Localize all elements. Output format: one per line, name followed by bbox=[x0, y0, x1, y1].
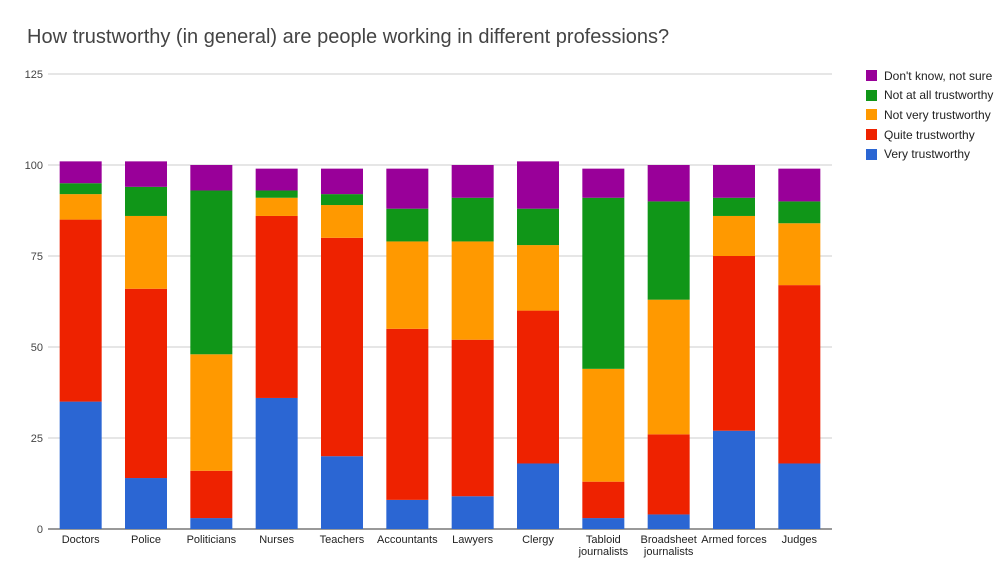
bar-segment bbox=[451, 165, 494, 198]
bar-segment bbox=[255, 168, 298, 191]
y-tick-label: 75 bbox=[31, 251, 43, 263]
bar-segment bbox=[517, 463, 559, 529]
category-label: Judges bbox=[782, 534, 818, 546]
legend-label: Not very trustworthy bbox=[884, 107, 991, 122]
category-label: Armed forces bbox=[701, 534, 767, 546]
bar-segment bbox=[778, 285, 821, 464]
bar-segment bbox=[582, 368, 625, 482]
category-label: Accountants bbox=[377, 534, 438, 546]
bar-segment bbox=[190, 354, 233, 471]
bar-segment bbox=[190, 470, 233, 519]
bar-segment bbox=[255, 197, 298, 216]
bar-segment bbox=[451, 496, 494, 529]
bar-segment bbox=[778, 463, 821, 529]
legend-item: Not at all trustworthy bbox=[866, 86, 993, 106]
bar-segment bbox=[647, 299, 690, 435]
bar-segment bbox=[321, 237, 363, 457]
bar-segment bbox=[582, 481, 625, 519]
bar-segment bbox=[386, 328, 429, 500]
bar-segment bbox=[255, 397, 298, 529]
bar-segment bbox=[190, 190, 233, 355]
bar-segment bbox=[321, 456, 363, 529]
bar-segment bbox=[451, 197, 494, 242]
legend-item: Not very trustworthy bbox=[866, 105, 993, 125]
legend-swatch bbox=[866, 89, 877, 101]
y-tick-label: 50 bbox=[31, 342, 43, 354]
legend-item: Quite trustworthy bbox=[866, 125, 993, 145]
bar-segment bbox=[386, 499, 429, 529]
bar-segment bbox=[778, 168, 821, 202]
category-label: Doctors bbox=[62, 534, 100, 546]
bar-segment bbox=[647, 434, 690, 515]
bar-segment bbox=[451, 339, 494, 497]
bar-segment bbox=[517, 208, 559, 246]
bar-segment bbox=[125, 186, 167, 216]
legend-label: Very trustworthy bbox=[884, 147, 971, 162]
y-tick-label: 0 bbox=[37, 524, 43, 536]
category-label: Politicians bbox=[187, 534, 237, 546]
bar-segment bbox=[321, 194, 363, 206]
bar-segment bbox=[321, 205, 363, 238]
bar-segment bbox=[386, 241, 429, 329]
bar-segment bbox=[386, 168, 429, 209]
bar-segment bbox=[255, 215, 298, 398]
category-label: Police bbox=[131, 534, 161, 546]
bar-segment bbox=[713, 215, 755, 256]
y-tick-label: 25 bbox=[31, 433, 43, 445]
bar-segment bbox=[59, 194, 102, 220]
bar-segment bbox=[517, 161, 559, 209]
chart-title: How trustworthy (in general) are people … bbox=[27, 26, 670, 48]
category-label: Clergy bbox=[522, 534, 554, 546]
bar-segment bbox=[582, 518, 625, 529]
bar-segment bbox=[386, 208, 429, 242]
legend-swatch bbox=[866, 129, 877, 141]
bar-segment bbox=[125, 215, 167, 289]
legend-swatch bbox=[866, 109, 877, 121]
bar-segment bbox=[255, 190, 298, 198]
bar-segment bbox=[517, 245, 559, 311]
bar-segment bbox=[647, 165, 690, 202]
bar-segment bbox=[647, 514, 690, 529]
bar-segment bbox=[778, 223, 821, 286]
bar-segment bbox=[59, 183, 102, 195]
legend-item: Don't know, not sure bbox=[866, 66, 993, 86]
category-label: Broadsheet journalists bbox=[641, 534, 697, 558]
bar-segment bbox=[713, 256, 755, 431]
category-label: Tabloid journalists bbox=[578, 534, 629, 558]
category-label: Teachers bbox=[320, 534, 365, 546]
bar-segment bbox=[190, 165, 233, 191]
bar-segment bbox=[517, 310, 559, 464]
bar-segment bbox=[713, 165, 755, 198]
bar-segment bbox=[321, 168, 363, 195]
legend-swatch bbox=[866, 70, 877, 82]
legend-label: Quite trustworthy bbox=[884, 127, 975, 142]
bar-segment bbox=[713, 430, 755, 529]
bar-segment bbox=[125, 478, 167, 529]
category-label: Nurses bbox=[259, 534, 294, 546]
y-tick-label: 125 bbox=[25, 69, 43, 81]
bar-segment bbox=[125, 161, 167, 187]
chart-legend: Don't know, not sure Not at all trustwort… bbox=[866, 66, 993, 164]
bar-segment bbox=[582, 197, 625, 369]
bar-segment bbox=[59, 161, 102, 184]
bar-segment bbox=[451, 241, 494, 340]
bar-segment bbox=[190, 518, 233, 529]
bar-segment bbox=[59, 401, 102, 529]
bar-segment bbox=[713, 197, 755, 216]
legend-item: Very trustworthy bbox=[866, 144, 993, 164]
bar-segment bbox=[125, 288, 167, 479]
bar-segment bbox=[59, 219, 102, 402]
category-label: Lawyers bbox=[452, 534, 493, 546]
legend-label: Don't know, not sure bbox=[884, 68, 993, 83]
legend-label: Not at all trustworthy bbox=[884, 88, 994, 103]
bar-segment bbox=[582, 168, 625, 198]
bar-segment bbox=[778, 201, 821, 224]
bar-segment bbox=[647, 201, 690, 300]
y-tick-label: 100 bbox=[25, 160, 43, 172]
legend-swatch bbox=[866, 148, 877, 160]
